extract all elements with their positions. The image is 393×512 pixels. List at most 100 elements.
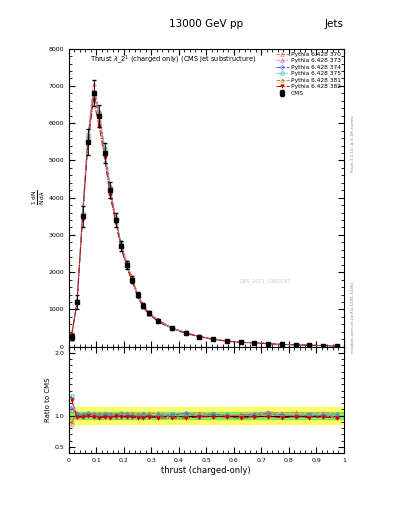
Pythia 6.428 374	[266, 340, 271, 347]
Pythia 6.428 374	[183, 329, 188, 335]
Pythia 6.428 375	[113, 215, 118, 221]
Pythia 6.428 370	[97, 108, 101, 114]
Pythia 6.428 381	[197, 333, 202, 339]
Pythia 6.428 381	[130, 276, 134, 282]
Pythia 6.428 373	[102, 151, 107, 157]
Pythia 6.428 374	[124, 262, 129, 268]
Pythia 6.428 381	[183, 330, 188, 336]
Pythia 6.428 370	[69, 335, 74, 342]
Pythia 6.428 381	[75, 299, 79, 305]
Pythia 6.428 381	[293, 342, 298, 348]
Line: Pythia 6.428 374: Pythia 6.428 374	[70, 91, 339, 348]
Pythia 6.428 370	[293, 342, 298, 348]
Pythia 6.428 370	[146, 309, 151, 315]
Pythia 6.428 381	[225, 338, 230, 344]
Pythia 6.428 381	[307, 342, 312, 348]
Pythia 6.428 370	[266, 340, 271, 347]
Pythia 6.428 375	[307, 342, 312, 348]
Line: Pythia 6.428 373: Pythia 6.428 373	[70, 90, 339, 348]
Pythia 6.428 374	[135, 292, 140, 298]
Pythia 6.428 370	[335, 343, 340, 349]
Pythia 6.428 370	[238, 339, 243, 345]
Pythia 6.428 375	[225, 338, 230, 344]
Pythia 6.428 373	[91, 88, 96, 94]
Pythia 6.428 375	[141, 302, 145, 308]
Pythia 6.428 382	[335, 343, 340, 349]
Pythia 6.428 370	[307, 342, 312, 348]
Pythia 6.428 382	[197, 334, 202, 340]
Pythia 6.428 382	[130, 278, 134, 284]
Pythia 6.428 374	[80, 212, 85, 219]
Pythia 6.428 375	[335, 343, 340, 349]
Pythia 6.428 370	[225, 338, 230, 344]
Pythia 6.428 382	[293, 342, 298, 348]
Pythia 6.428 375	[238, 339, 243, 345]
Pythia 6.428 375	[91, 91, 96, 97]
Pythia 6.428 381	[146, 310, 151, 316]
Pythia 6.428 373	[335, 343, 340, 349]
Pythia 6.428 381	[108, 186, 112, 192]
Pythia 6.428 375	[108, 184, 112, 190]
Pythia 6.428 374	[75, 297, 79, 304]
Pythia 6.428 374	[141, 303, 145, 309]
Pythia 6.428 370	[321, 343, 326, 349]
Pythia 6.428 375	[170, 325, 174, 331]
Pythia 6.428 382	[238, 339, 243, 346]
Pythia 6.428 375	[80, 210, 85, 217]
Pythia 6.428 382	[102, 154, 107, 160]
Pythia 6.428 381	[280, 342, 285, 348]
Pythia 6.428 382	[80, 217, 85, 223]
Pythia 6.428 381	[91, 93, 96, 99]
Y-axis label: Ratio to CMS: Ratio to CMS	[45, 378, 51, 422]
Pythia 6.428 382	[124, 264, 129, 270]
Pythia 6.428 373	[135, 291, 140, 297]
Pythia 6.428 370	[75, 297, 79, 303]
Pythia 6.428 374	[252, 340, 257, 346]
Pythia 6.428 374	[321, 343, 326, 349]
Pythia 6.428 381	[238, 339, 243, 345]
Line: Pythia 6.428 375: Pythia 6.428 375	[70, 92, 339, 348]
Pythia 6.428 375	[97, 109, 101, 115]
Pythia 6.428 374	[170, 325, 174, 331]
Pythia 6.428 374	[238, 339, 243, 345]
Pythia 6.428 374	[307, 342, 312, 348]
Pythia 6.428 373	[124, 262, 129, 268]
Pythia 6.428 373	[130, 276, 134, 282]
Pythia 6.428 374	[197, 334, 202, 340]
Pythia 6.428 374	[156, 317, 161, 324]
Pythia 6.428 374	[69, 333, 74, 339]
Pythia 6.428 373	[211, 336, 215, 343]
Pythia 6.428 382	[266, 340, 271, 347]
Pythia 6.428 375	[183, 329, 188, 335]
Pythia 6.428 373	[307, 342, 312, 348]
Pythia 6.428 375	[69, 331, 74, 337]
Pythia 6.428 382	[91, 97, 96, 103]
Pythia 6.428 370	[156, 316, 161, 323]
Pythia 6.428 373	[69, 333, 74, 339]
Pythia 6.428 370	[113, 213, 118, 219]
Pythia 6.428 381	[335, 343, 340, 349]
Pythia 6.428 374	[102, 148, 107, 155]
Pythia 6.428 382	[156, 318, 161, 325]
Pythia 6.428 373	[156, 318, 161, 324]
Pythia 6.428 370	[183, 329, 188, 335]
Pythia 6.428 382	[170, 326, 174, 332]
Pythia 6.428 375	[130, 276, 134, 282]
Pythia 6.428 381	[252, 340, 257, 346]
Pythia 6.428 375	[266, 340, 271, 347]
Pythia 6.428 373	[86, 136, 90, 142]
Pythia 6.428 375	[135, 291, 140, 297]
Pythia 6.428 370	[197, 333, 202, 339]
Line: Pythia 6.428 382: Pythia 6.428 382	[70, 98, 339, 348]
Pythia 6.428 374	[108, 185, 112, 191]
Pythia 6.428 375	[75, 298, 79, 305]
Text: Rivet 3.1.10; ≥ 3.1M events: Rivet 3.1.10; ≥ 3.1M events	[351, 115, 354, 172]
Pythia 6.428 382	[183, 330, 188, 336]
Pythia 6.428 370	[91, 81, 96, 87]
Pythia 6.428 382	[86, 140, 90, 146]
Pythia 6.428 375	[211, 336, 215, 342]
Pythia 6.428 382	[141, 304, 145, 310]
Pythia 6.428 381	[113, 217, 118, 223]
Pythia 6.428 382	[225, 338, 230, 344]
Pythia 6.428 373	[80, 215, 85, 221]
